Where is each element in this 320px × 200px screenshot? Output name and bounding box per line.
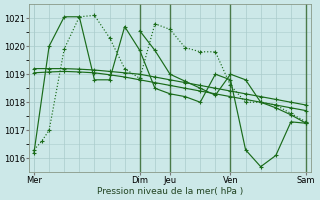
X-axis label: Pression niveau de la mer( hPa ): Pression niveau de la mer( hPa ) — [97, 187, 243, 196]
